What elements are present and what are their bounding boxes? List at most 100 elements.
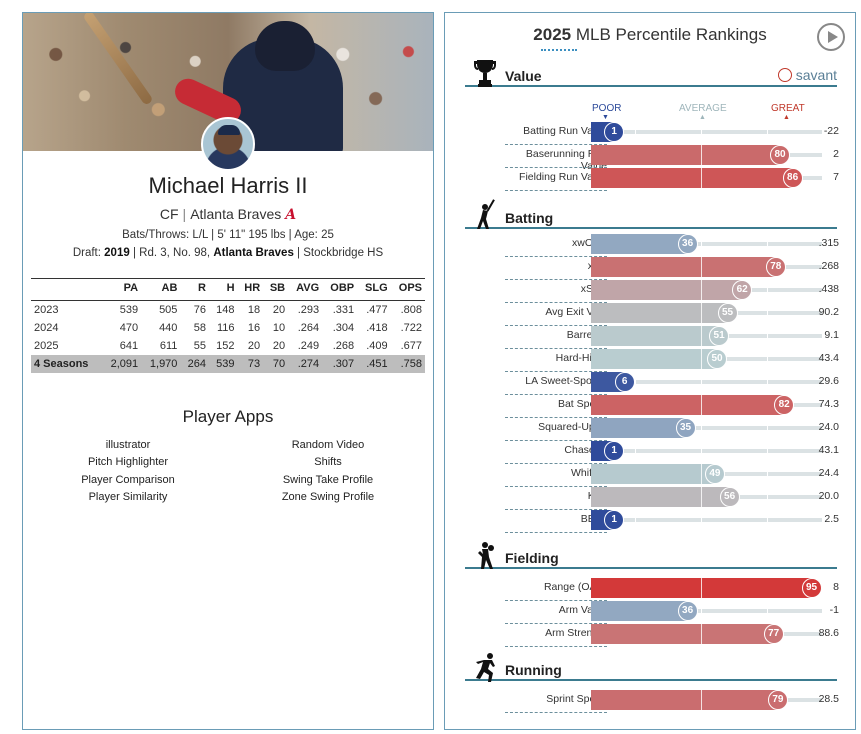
metric-row-xba[interactable]: xBA78.268 — [465, 256, 857, 280]
metric-row-avg-exit-velo[interactable]: Avg Exit Velo 55 90.2 — [465, 302, 857, 326]
metric-row-chase[interactable]: Chase % 1 43.1 — [465, 440, 857, 464]
draft-pick: Rd. 3, No. 98, — [139, 247, 211, 259]
metric-row-range-oaa[interactable]: Range (OAA) 95 8 — [465, 577, 857, 601]
metric-label: LA Sweet-Spot % — [525, 375, 607, 387]
stats-cell: 20 — [247, 340, 261, 352]
percentile-bar — [591, 280, 743, 300]
stats-header-obp[interactable]: OBP — [322, 278, 358, 301]
metric-row-sprint-speed[interactable]: Sprint Speed 79 28.5 — [465, 689, 857, 713]
stats-cell: 18 — [247, 304, 261, 316]
draft-team: Atlanta Braves — [213, 247, 294, 259]
metric-divider — [505, 463, 607, 464]
percentile-circle: 80 — [770, 145, 790, 165]
metric-divider — [505, 532, 607, 533]
player-apps-right: Random Video Shifts Swing Take Profile Zone… — [263, 437, 393, 506]
percentile-track — [612, 449, 822, 453]
metric-value: 90.2 — [818, 306, 839, 318]
stats-cell: .409 — [366, 340, 388, 352]
stats-cell: 4 Seasons — [31, 355, 102, 373]
draft-label: Draft: — [72, 247, 101, 259]
stats-header-avg[interactable]: AVG — [288, 278, 323, 301]
player-age: Age: 25 — [294, 229, 334, 241]
stats-header-hr[interactable]: HR — [237, 278, 264, 301]
metric-divider — [505, 279, 607, 280]
metric-row-bb[interactable]: BB %12.5 — [465, 509, 857, 533]
metric-row-batting-run-value[interactable]: Batting Run Value 1 -22 — [465, 121, 857, 145]
metric-row-bat-speed[interactable]: Bat Speed 82 74.3 — [465, 394, 857, 418]
percentile-circle: 6 — [614, 372, 635, 392]
stats-cell: 10 — [272, 322, 286, 334]
rankings-year[interactable]: 2025 — [533, 25, 572, 44]
metric-divider — [505, 371, 607, 372]
stats-cell: 55 — [193, 340, 206, 352]
app-link-pitch-highlighter[interactable]: Pitch Highlighter — [87, 456, 169, 469]
team-logo-icon: A — [285, 207, 297, 223]
metric-divider — [505, 440, 607, 441]
app-link-random-video[interactable]: Random Video — [291, 439, 365, 451]
stats-header-h[interactable]: H — [208, 278, 238, 301]
app-link-shifts[interactable]: Shifts — [314, 456, 342, 469]
stats-cell: .307 — [322, 355, 358, 373]
player-action-photo — [23, 13, 433, 151]
percentile-track — [612, 426, 822, 430]
metric-row-fielding-run-value[interactable]: Fielding Run Value 86 7 — [465, 167, 857, 191]
metric-divider — [505, 600, 607, 601]
percentile-circle: 78 — [765, 257, 786, 277]
metric-value: 88.6 — [818, 627, 839, 639]
stats-row: 2025 641 611 55 152 20 20 .249 .268 .409 .677 — [31, 337, 425, 355]
metric-row-squared-up[interactable]: Squared-Up % 35 24.0 — [465, 417, 857, 441]
metric-row-la-sweet-spot[interactable]: LA Sweet-Spot % 6 29.6 — [465, 371, 857, 395]
stats-header-ops[interactable]: OPS — [390, 278, 425, 301]
percentile-bar — [591, 601, 688, 621]
percentile-bar — [591, 168, 793, 188]
stats-row: 2024 470 440 58 116 16 10 .264 .304 .418 .722 — [31, 319, 425, 337]
stats-header-slg[interactable]: SLG — [357, 278, 391, 301]
percentile-bar — [591, 257, 776, 277]
metric-divider — [505, 256, 607, 257]
stats-cell: 76 — [193, 304, 206, 316]
metric-row-whiff[interactable]: Whiff % 49 24.4 — [465, 463, 857, 487]
metric-row-arm-strength[interactable]: Arm Strength 77 88.6 — [465, 623, 857, 647]
stats-cell: .451 — [357, 355, 391, 373]
percentile-bar — [591, 487, 730, 507]
player-team[interactable]: Atlanta Braves — [190, 206, 282, 222]
app-link-swing-take-profile[interactable]: Swing Take Profile — [282, 473, 374, 486]
metric-divider — [505, 417, 607, 418]
metric-row-hard-hit[interactable]: Hard-Hit % 50 43.4 — [465, 348, 857, 372]
percentile-circle: 55 — [717, 303, 738, 323]
savant-logo[interactable]: savant — [777, 67, 837, 83]
percentile-circle: 1 — [604, 441, 625, 461]
metric-row-barrel[interactable]: Barrel % 51 9.1 — [465, 325, 857, 349]
player-bio: Bats/Throws: L/L | 5' 11" 195 lbs | Age:… — [122, 229, 334, 241]
metric-divider — [505, 509, 607, 510]
stats-header-season[interactable] — [31, 278, 102, 301]
metric-row-xslg[interactable]: xSLG62.438 — [465, 279, 857, 303]
metric-value: 7 — [833, 171, 839, 183]
play-icon[interactable] — [817, 23, 845, 51]
stats-cell: 539 — [119, 304, 139, 316]
metric-row-arm-value[interactable]: Arm Value 36 -1 — [465, 600, 857, 624]
metric-value: 24.0 — [818, 421, 839, 433]
stats-header-r[interactable]: R — [180, 278, 209, 301]
metric-row-baserunning-run-value[interactable]: Baserunning Run Value 80 2 — [465, 144, 857, 172]
percentile-circle: 77 — [763, 624, 784, 644]
stats-cell: 152 — [216, 340, 235, 352]
metric-row-xwoba[interactable]: xwOBA 36.315 — [465, 233, 857, 257]
scale-great-label: GREAT ▲ — [771, 103, 805, 121]
stats-cell: .274 — [288, 355, 323, 373]
percentile-bar — [591, 624, 774, 644]
stats-cell: .477 — [366, 304, 388, 316]
app-link-player-similarity[interactable]: Player Similarity — [88, 490, 168, 503]
app-link-player-comparison[interactable]: Player Comparison — [81, 473, 175, 486]
percentile-bar — [591, 464, 715, 484]
app-link-illustrator[interactable]: illustrator — [105, 439, 151, 451]
scale-average-label: AVERAGE ▲ — [679, 103, 727, 121]
metric-value: 43.4 — [818, 352, 839, 364]
stats-header-pa[interactable]: PA — [101, 278, 142, 301]
app-link-zone-swing-profile[interactable]: Zone Swing Profile — [281, 490, 375, 503]
player-name: Michael Harris II — [148, 173, 308, 198]
stats-header-sb[interactable]: SB — [263, 278, 289, 301]
stats-header-ab[interactable]: AB — [141, 278, 181, 301]
stats-cell: .808 — [400, 304, 422, 316]
